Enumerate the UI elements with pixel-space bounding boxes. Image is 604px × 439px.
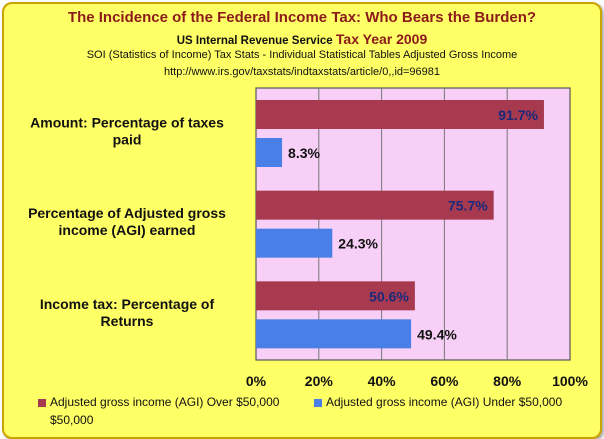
x-tick-label: 80%: [493, 373, 522, 389]
x-tick-label: 100%: [552, 373, 588, 389]
category-label: Income tax: Percentage of: [40, 296, 215, 312]
category-label: income (AGI) earned: [59, 222, 196, 238]
category-label: Amount: Percentage of taxes: [30, 115, 224, 131]
x-tick-label: 60%: [430, 373, 459, 389]
category-label: Returns: [101, 313, 154, 329]
data-label-over: 75.7%: [448, 198, 488, 214]
chart-title: The Incidence of the Federal Income Tax:…: [67, 9, 537, 26]
legend-wrap-text: $50,000: [50, 413, 94, 427]
legend-swatch-under: [314, 398, 322, 407]
bar-under: [256, 319, 412, 349]
data-label-over: 50.6%: [369, 288, 409, 304]
legend-label-under: Adjusted gross income (AGI) Under $50,00…: [326, 395, 563, 409]
subtitle-source-text: US Internal Revenue Service: [176, 35, 333, 47]
bar-over: [256, 100, 544, 129]
legend-item-over: Adjusted gross income (AGI) Over $50,000: [38, 395, 279, 409]
bar-under: [256, 138, 283, 167]
data-label-under: 24.3%: [338, 236, 378, 252]
subtitle-tax-year: Tax Year 2009: [335, 31, 428, 47]
chart-subtitle-tables: SOI (Statistics of Income) Tax Stats - I…: [86, 49, 518, 61]
legend-swatch-over: [38, 398, 46, 407]
category-label: Percentage of Adjusted gross: [28, 205, 226, 221]
legend-item-under: Adjusted gross income (AGI) Under $50,00…: [314, 395, 562, 409]
x-tick-label: 40%: [368, 373, 397, 389]
bar-over: [256, 190, 494, 220]
x-tick-label: 20%: [305, 373, 334, 389]
bar-under: [256, 228, 333, 258]
chart-subtitle-url: http://www.irs.gov/taxstats/indtaxstats/…: [163, 66, 441, 78]
category-label: paid: [113, 132, 142, 148]
legend-label-over: Adjusted gross income (AGI) Over $50,000: [50, 395, 280, 409]
data-label-over: 91.7%: [498, 107, 538, 123]
data-label-under: 49.4%: [417, 326, 457, 342]
data-label-under: 8.3%: [288, 145, 320, 161]
bar-over: [256, 281, 415, 311]
chart-subtitle-source: US Internal Revenue Service Tax Year 200…: [0, 31, 604, 47]
plot-area: [255, 87, 571, 361]
x-tick-label: 0%: [246, 373, 267, 389]
